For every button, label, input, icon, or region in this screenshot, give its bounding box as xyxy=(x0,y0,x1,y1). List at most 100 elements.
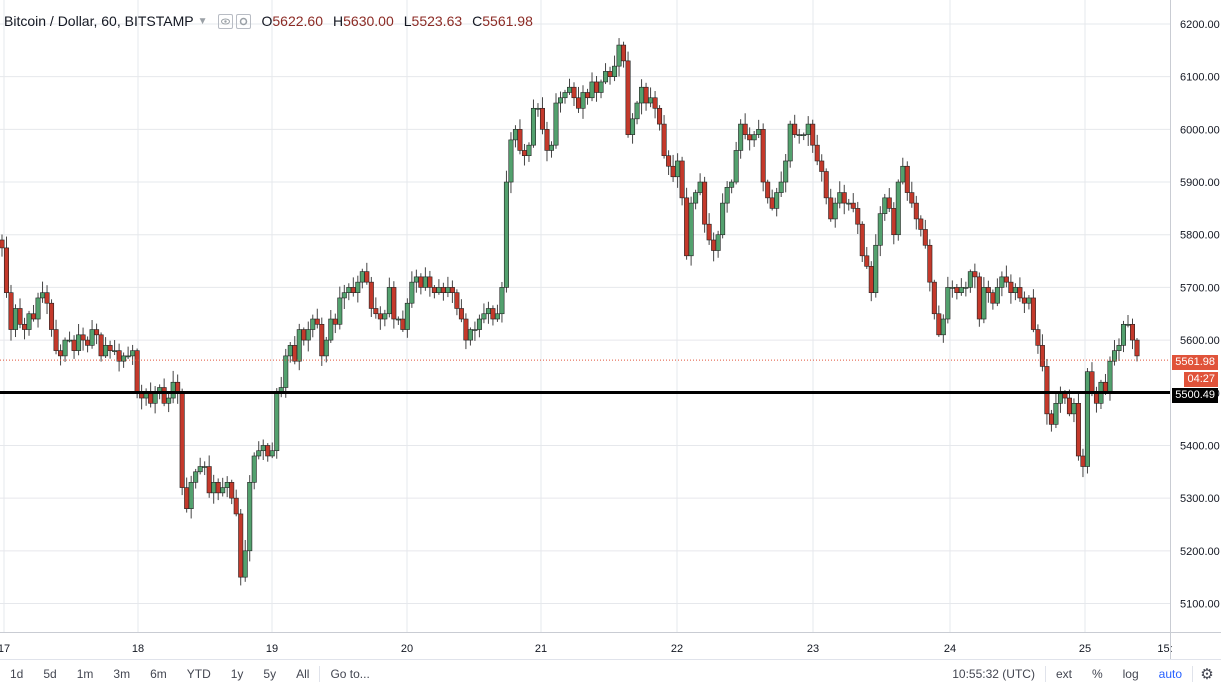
ohlc-close: C5561.98 xyxy=(472,13,533,29)
candle-body xyxy=(121,355,127,362)
candle-body xyxy=(976,276,982,320)
time-tick-label: 25 xyxy=(1079,643,1091,655)
time-tick-label: 20 xyxy=(401,643,413,655)
chart-background xyxy=(0,0,1221,659)
candle-body xyxy=(787,123,793,162)
candle-body xyxy=(1120,323,1126,346)
candle-body xyxy=(675,160,681,178)
candle-body xyxy=(247,482,253,552)
candle-body xyxy=(1012,287,1018,293)
range-6m-button[interactable]: 6m xyxy=(150,667,167,681)
price-tick-label: 5800.00 xyxy=(1180,230,1220,242)
candle-body xyxy=(778,181,784,193)
toolbar-divider xyxy=(1192,666,1193,682)
log-scale-toggle[interactable]: log xyxy=(1122,667,1139,681)
candle-body xyxy=(873,244,879,293)
goto-button[interactable]: Go to... xyxy=(330,667,370,681)
candle-body xyxy=(832,202,838,220)
range-1y-button[interactable]: 1y xyxy=(230,667,244,681)
candle-body xyxy=(922,229,928,246)
candle-body xyxy=(1107,360,1113,394)
settings-gear-icon[interactable] xyxy=(235,13,251,29)
chart-settings-gear-icon[interactable]: ⚙ xyxy=(1200,666,1214,683)
candle-body xyxy=(634,102,640,120)
candle-body xyxy=(476,318,482,330)
candle-body xyxy=(1017,287,1023,299)
percent-scale-toggle[interactable]: % xyxy=(1091,667,1103,681)
auto-scale-toggle[interactable]: auto xyxy=(1158,667,1182,681)
candle-body xyxy=(440,287,446,293)
candle-body xyxy=(463,318,469,341)
ohlc-values: O5622.60 H5630.00 L5523.63 C5561.98 xyxy=(262,13,533,29)
candle-body xyxy=(630,118,636,135)
time-tick-label: 18 xyxy=(132,643,144,655)
candle-body xyxy=(67,339,73,342)
candle-body xyxy=(949,287,955,289)
candle-body xyxy=(585,92,591,99)
range-1d-button[interactable]: 1d xyxy=(10,667,24,681)
candle-body xyxy=(760,129,766,183)
time-tick-label: 21 xyxy=(535,643,547,655)
candle-body xyxy=(963,287,969,289)
candle-body xyxy=(810,123,816,146)
candle-body xyxy=(130,350,136,357)
candle-body xyxy=(485,308,491,315)
extended-hours-toggle[interactable]: ext xyxy=(1055,667,1072,681)
range-3m-button[interactable]: 3m xyxy=(113,667,131,681)
candle-body xyxy=(287,345,293,357)
candle-body xyxy=(571,86,577,99)
candle-body xyxy=(251,455,257,483)
candle-body xyxy=(26,313,32,330)
candle-body xyxy=(134,350,140,394)
candle-body xyxy=(368,281,374,309)
symbol-legend[interactable]: Bitcoin / Dollar, 60, BITSTAMP ▼ O5622.6… xyxy=(0,10,533,32)
candle-body xyxy=(801,134,807,136)
toolbar-right-group: 10:55:32 (UTC) ext % log auto ⚙ xyxy=(942,663,1221,685)
visibility-eye-icon[interactable] xyxy=(217,13,233,29)
candle-body xyxy=(621,44,627,62)
candle-body xyxy=(89,329,95,346)
candle-body xyxy=(409,281,415,304)
candle-body xyxy=(296,329,302,362)
candle-body xyxy=(386,287,392,315)
range-1m-button[interactable]: 1m xyxy=(76,667,94,681)
candle-body xyxy=(1053,403,1059,425)
time-tick-label: 15: xyxy=(1157,643,1172,655)
candle-body xyxy=(530,107,536,146)
candle-body xyxy=(332,318,338,325)
range-5y-button[interactable]: 5y xyxy=(263,667,277,681)
candle-body xyxy=(364,271,370,283)
candle-body xyxy=(544,129,550,151)
range-ytd-button[interactable]: YTD xyxy=(186,667,211,681)
range-5d-button[interactable]: 5d xyxy=(43,667,57,681)
ohlc-high: H5630.00 xyxy=(333,13,394,29)
candle-body xyxy=(179,392,185,488)
candle-body xyxy=(220,487,226,494)
candle-body xyxy=(648,97,654,104)
candle-body xyxy=(886,197,892,209)
candle-body xyxy=(557,97,563,104)
symbol-title[interactable]: Bitcoin / Dollar, 60, BITSTAMP xyxy=(4,13,194,29)
candle-body xyxy=(152,392,158,404)
candle-body xyxy=(940,318,946,336)
candle-body xyxy=(657,107,663,125)
candle-body xyxy=(756,129,762,135)
candle-body xyxy=(1035,329,1041,346)
time-tick-label: 19 xyxy=(266,643,278,655)
candle-body xyxy=(1021,297,1027,304)
caret-down-icon[interactable]: ▼ xyxy=(197,15,208,27)
candle-body xyxy=(774,192,780,209)
candle-body xyxy=(1125,323,1131,326)
range-all-button[interactable]: All xyxy=(296,667,310,681)
candle-body xyxy=(769,197,775,209)
candle-body xyxy=(1057,392,1063,404)
utc-clock[interactable]: 10:55:32 (UTC) xyxy=(952,667,1035,681)
candle-body xyxy=(35,297,41,320)
candle-body xyxy=(666,155,672,167)
price-tick-label: 5200.00 xyxy=(1180,546,1220,558)
candle-body xyxy=(823,171,829,199)
candle-body xyxy=(373,308,379,315)
candle-body xyxy=(729,181,735,188)
candle-body xyxy=(1075,403,1081,457)
